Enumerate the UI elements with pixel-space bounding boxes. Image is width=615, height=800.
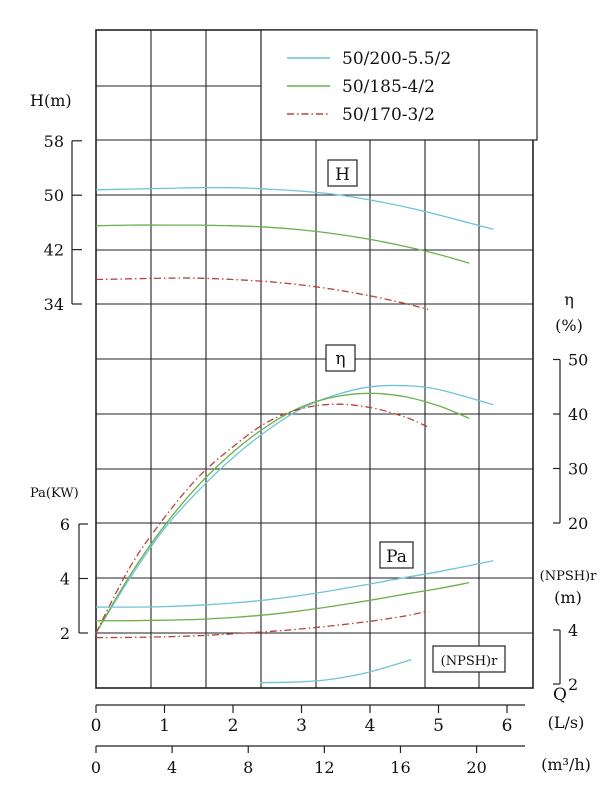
h-panel-label: H [335,165,350,185]
eta-tick-label: 50 [568,351,588,370]
eta-tick-label: 30 [568,460,588,479]
curve-eta-50-170-3-2 [95,403,429,634]
panel-labels: H η Pa (NPSH)r [325,159,506,673]
pa-axis-title: Pa(KW) [30,486,79,501]
primary-x-unit: (L/s) [548,713,585,732]
curve-npsh-50-200-5-5-2 [260,659,412,684]
h-tick-label: 42 [44,241,64,260]
legend: 50/200-5.5/2 50/185-4/2 50/170-3/2 [260,29,538,141]
primary-x-tick-label: 5 [433,716,444,736]
h-tick-label: 58 [44,132,64,151]
curve-pa-50-200-5-5-2 [95,560,494,608]
eta-axis-unit: (%) [555,316,583,335]
h-axis-title: H(m) [30,91,72,110]
pa-panel-label-box [379,541,414,569]
eta-panel-label: η [335,349,345,369]
secondary-x-tick-label: 4 [167,758,177,777]
secondary-x-tick-label: 0 [91,758,101,777]
h-panel-label-box [327,159,358,187]
curve-h-50-185-4-2 [95,224,470,264]
primary-x-tick-label: 0 [91,716,102,736]
eta-panel-label-box [325,344,356,372]
npsh-axis-title: (NPSH)r [540,569,598,584]
secondary-x-tick-label: 16 [390,758,410,777]
secondary-x-tick-label: 20 [466,758,486,777]
pa-tick-label: 6 [60,515,70,534]
curve-pa-50-170-3-2 [95,610,429,639]
npsh-axis-unit: (m) [554,588,582,607]
primary-x-tick-label: 6 [502,716,513,736]
npsh-panel-label-box [432,645,506,673]
h-tick-label: 34 [44,295,64,314]
q-axis-title: Q [553,685,567,705]
pa-panel-label: Pa [386,547,407,567]
curves [95,186,494,684]
axes: H(m) Pa(KW) η (%) (NPSH)r (m) Q (L/s) (m… [30,91,597,777]
secondary-x-tick-label: 8 [243,758,253,777]
primary-x-tick-label: 2 [228,716,239,736]
legend-label-50-185: 50/185-4/2 [342,77,435,97]
eta-tick-label: 40 [568,405,588,424]
secondary-x-unit: (m³/h) [541,755,591,774]
npsh-tick-label: 2 [568,675,578,694]
primary-x-tick-label: 1 [159,716,170,736]
curve-h-50-170-3-2 [95,277,429,311]
eta-tick-label: 20 [568,514,588,533]
curve-eta-50-185-4-2 [95,392,470,634]
pa-tick-label: 4 [60,570,70,589]
h-tick-label: 50 [44,186,64,205]
npsh-tick-label: 4 [568,621,578,640]
legend-label-50-170: 50/170-3/2 [342,105,435,125]
primary-x-tick-label: 4 [365,716,376,736]
npsh-panel-label: (NPSH)r [441,654,499,669]
curve-pa-50-185-4-2 [95,581,470,622]
eta-axis-title: η [564,290,574,309]
secondary-x-tick-label: 12 [314,758,334,777]
pa-tick-label: 2 [60,624,70,643]
legend-frame [260,29,538,141]
primary-x-tick-label: 3 [296,716,307,736]
curve-h-50-200-5-5-2 [95,186,494,230]
curve-eta-50-200-5-5-2 [95,384,494,634]
legend-label-50-200: 50/200-5.5/2 [342,49,451,69]
